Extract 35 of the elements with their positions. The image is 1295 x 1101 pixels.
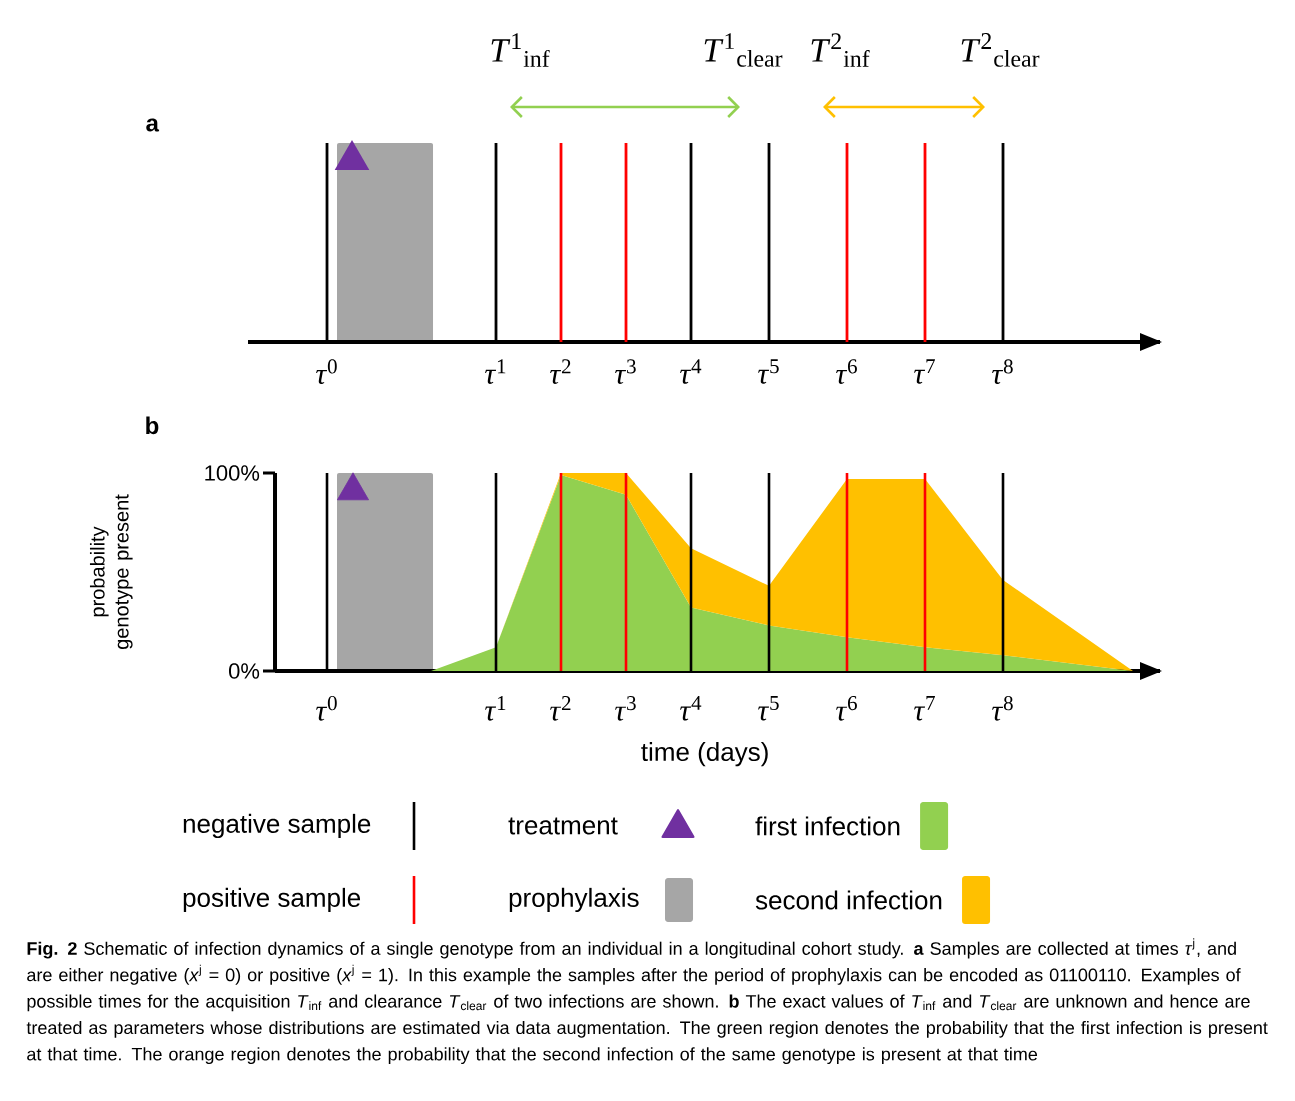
x-tick-label: τ$^{0}$	[316, 696, 337, 721]
x-tick-label: τ$^{7}$	[914, 359, 935, 384]
chart-title: a	[146, 118, 160, 132]
x-tick-label: τ$^{1}$	[485, 359, 506, 384]
y-tick-label: 0%	[228, 663, 260, 679]
legend-label: treatment	[508, 817, 618, 835]
x-tick-label: τ$^{1}$	[485, 696, 506, 721]
x-tick-label: τ$^{4}$	[680, 696, 702, 721]
legend-label: second infection	[755, 890, 942, 910]
legend-label: negative sample	[183, 813, 371, 839]
chart-title: b	[146, 416, 159, 435]
x-tick-label: τ$^{0}$	[316, 359, 337, 385]
text: Fig. 2 Schematic of infection dynamics of a single genotype from an individual in a longitudinal cohort study. a Samples are collected at times τ$^{j}$, and are either negative (x$^{j}$ = 0) or positive (x$^{j}$ = 1). In this example the samples after the period of prophylaxis can be encoded as 01100110. Examples of possible times for the acquisition T$_{inf}$ and clearance T$_{clear}$ of two infections are shown. b The exact values of T$_{inf}$ and T$_{clear}$ are unknown and hence are treated as parameters whose distributions are estimated via data augmentation. The green region denotes the probability that the first infection is present at that time. The orange region denotes the probability that the second infection of the same genotype is present at that time	[26, 938, 1268, 1065]
x-tick-label: τ$^{7}$	[914, 696, 935, 721]
legend-label: first infection	[755, 816, 900, 836]
x-axis-title: time (days)	[641, 742, 768, 767]
x-tick-label: τ$^{2}$	[550, 359, 571, 384]
x-tick-label: τ$^{8}$	[992, 696, 1013, 721]
text: T$^{2}$inf	[811, 33, 870, 67]
text: prophylaxis	[509, 887, 639, 913]
x-tick-label: τ$^{5}$	[758, 359, 779, 384]
x-tick-label: τ$^{8}$	[992, 359, 1013, 385]
text: T$^{1}$inf	[491, 33, 550, 67]
x-tick-label: τ$^{3}$	[615, 359, 636, 384]
y-tick-label: 100%	[205, 465, 260, 481]
text: T$^{1}$clear	[704, 33, 783, 67]
y-axis-title: probability genotype present	[89, 494, 133, 649]
x-tick-label: τ$^{3}$	[615, 696, 636, 721]
x-tick-label: τ$^{6}$	[836, 359, 857, 384]
text: T$^{2}$clear	[961, 33, 1040, 67]
x-tick-label: τ$^{5}$	[758, 696, 779, 721]
x-tick-label: τ$^{4}$	[680, 359, 702, 384]
x-tick-label: τ$^{6}$	[836, 696, 857, 721]
x-tick-label: τ$^{2}$	[550, 696, 571, 721]
legend-label: positive sample	[183, 887, 361, 913]
